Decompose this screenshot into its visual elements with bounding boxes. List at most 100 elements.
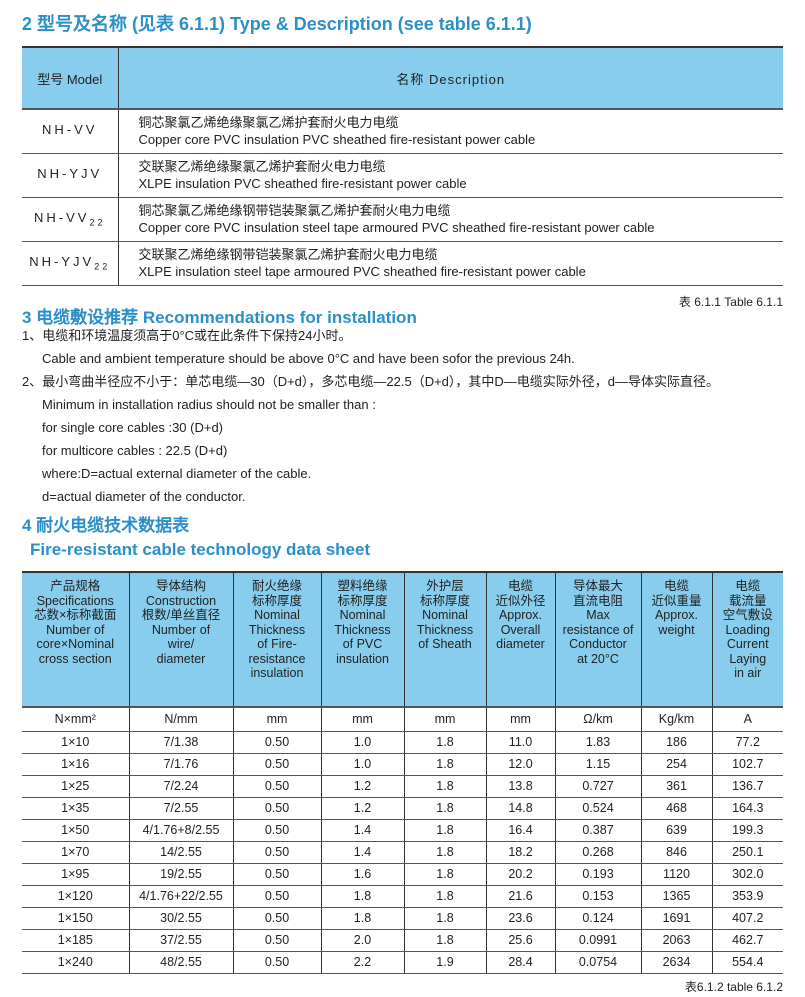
data-cell: 164.3 bbox=[712, 797, 783, 820]
data-cell: 199.3 bbox=[712, 819, 783, 842]
model-cell: NH-VV bbox=[22, 109, 119, 154]
description-en: Copper core PVC insulation PVC sheathed … bbox=[138, 132, 536, 148]
data-cell: 1.0 bbox=[321, 731, 405, 754]
data-cell: 0.193 bbox=[555, 863, 642, 886]
model-header: 型号 Model bbox=[22, 46, 119, 110]
data-cell: 1×16 bbox=[22, 753, 130, 776]
data-cell: 1×10 bbox=[22, 731, 130, 754]
table-row: 1×185 37/2.55 0.50 2.0 1.8 25.6 0.0991 2063 462.… bbox=[22, 929, 783, 952]
data-cell: 639 bbox=[641, 819, 713, 842]
rec-line: for single core cables :30 (D+d) bbox=[42, 420, 224, 435]
model-subscript: 22 bbox=[89, 217, 106, 228]
table-row: 1×240 48/2.55 0.50 2.2 1.9 28.4 0.0754 2634 554.… bbox=[22, 951, 783, 974]
data-cell: 1.83 bbox=[555, 731, 642, 754]
data-cell: 1.0 bbox=[321, 753, 405, 776]
data-cell: 407.2 bbox=[712, 907, 783, 930]
description-cn: 交联聚乙烯绝缘聚氯乙烯护套耐火电力电缆 bbox=[138, 159, 386, 174]
data-cell: 1.2 bbox=[321, 797, 405, 820]
data-cell: 1120 bbox=[641, 863, 713, 886]
data-cell: 30/2.55 bbox=[129, 907, 234, 930]
data-cell: 0.50 bbox=[233, 753, 322, 776]
data-cell: 1.8 bbox=[404, 841, 487, 864]
data-cell: 1.4 bbox=[321, 819, 405, 842]
data-cell: 1691 bbox=[641, 907, 713, 930]
rec-line: for multicore cables : 22.5 (D+d) bbox=[42, 443, 228, 458]
rec-line: 1、电缆和环境温度须高于0°C或在此条件下保持24小时。 bbox=[22, 328, 352, 343]
data-cell: 136.7 bbox=[712, 775, 783, 798]
type-row: NH-VV 铜芯聚氯乙烯绝缘聚氯乙烯护套耐火电力电缆 Copper core PV… bbox=[22, 109, 783, 154]
data-cell: 0.268 bbox=[555, 841, 642, 864]
data-cell: 1.8 bbox=[404, 819, 487, 842]
technology-data-table: 产品规格 Specifications 芯数×标称截面 Number of co… bbox=[22, 571, 783, 974]
data-cell: 7/2.55 bbox=[129, 797, 234, 820]
data-cell: 0.50 bbox=[233, 907, 322, 930]
table-row: 1×70 14/2.55 0.50 1.4 1.8 18.2 0.268 846 250.1 bbox=[22, 841, 783, 864]
data-cell: 1.8 bbox=[404, 907, 487, 930]
model-code: NH-VV bbox=[42, 122, 98, 138]
table-row: 1×10 7/1.38 0.50 1.0 1.8 11.0 1.83 186 77.2 bbox=[22, 731, 783, 754]
description-cn: 铜芯聚氯乙烯绝缘聚氯乙烯护套耐火电力电缆 bbox=[138, 115, 399, 131]
data-cell: 25.6 bbox=[486, 929, 556, 952]
data-cell: 18.2 bbox=[486, 841, 556, 864]
data-cell: 0.50 bbox=[233, 819, 322, 842]
installation-text: 1、电缆和环境温度须高于0°C或在此条件下保持24小时。 Cable and a… bbox=[22, 324, 805, 508]
column-header: 导体最大 直流电阻 Max resistance of Conductor at… bbox=[555, 571, 642, 708]
rec-line: where:D=actual external diameter of the … bbox=[42, 466, 312, 481]
data-cell: 7/1.76 bbox=[129, 753, 234, 776]
rec-line: 2、最小弯曲半径应不小于：单芯电缆—30（D+d），多芯电缆—22.5（D+d）… bbox=[22, 374, 720, 389]
data-cell: 14.8 bbox=[486, 797, 556, 820]
data-cell: 2634 bbox=[641, 951, 713, 974]
unit-cell: A bbox=[712, 707, 783, 732]
model-cell: NH-YJV22 bbox=[22, 241, 119, 286]
data-cell: 1.6 bbox=[321, 863, 405, 886]
data-cell: 16.4 bbox=[486, 819, 556, 842]
column-header: 产品规格 Specifications 芯数×标称截面 Number of co… bbox=[22, 571, 130, 708]
data-cell: 20.2 bbox=[486, 863, 556, 886]
unit-cell: mm bbox=[486, 707, 556, 732]
data-cell: 1.8 bbox=[404, 885, 487, 908]
section-3-title: 3 电缆敷设推荐 Recommendations for installatio… bbox=[22, 308, 417, 327]
description-cn: 交联聚乙烯绝缘钢带铠装聚氯乙烯护套耐火电力电缆 bbox=[138, 247, 438, 262]
description-en: Copper core PVC insulation steel tape ar… bbox=[138, 220, 655, 235]
table-row: 1×25 7/2.24 0.50 1.2 1.8 13.8 0.727 361 136.7 bbox=[22, 775, 783, 798]
column-header: 塑料绝缘 标称厚度 Nominal Thickness of PVC insul… bbox=[321, 571, 405, 708]
rec-line: d=actual diameter of the conductor. bbox=[42, 489, 246, 504]
data-cell: 37/2.55 bbox=[129, 929, 234, 952]
data-cell: 2063 bbox=[641, 929, 713, 952]
column-header: 外护层 标称厚度 Nominal Thickness of Sheath bbox=[404, 571, 487, 708]
data-cell: 1.8 bbox=[404, 863, 487, 886]
data-cell: 0.524 bbox=[555, 797, 642, 820]
data-cell: 361 bbox=[641, 775, 713, 798]
data-cell: 1×25 bbox=[22, 775, 130, 798]
description-cn: 铜芯聚氯乙烯绝缘钢带铠装聚氯乙烯护套耐火电力电缆 bbox=[138, 203, 451, 218]
units-row: N×mm² N/mm mm mm mm mm Ω/km Kg/km A bbox=[22, 707, 783, 732]
data-cell: 77.2 bbox=[712, 731, 783, 754]
data-cell: 1.15 bbox=[555, 753, 642, 776]
data-cell: 846 bbox=[641, 841, 713, 864]
table-row: 1×16 7/1.76 0.50 1.0 1.8 12.0 1.15 254 102.7 bbox=[22, 753, 783, 776]
column-header: 电缆 近似重量 Approx. weight bbox=[641, 571, 713, 708]
data-cell: 7/1.38 bbox=[129, 731, 234, 754]
data-cell: 1.9 bbox=[404, 951, 487, 974]
data-cell: 0.124 bbox=[555, 907, 642, 930]
data-cell: 0.50 bbox=[233, 731, 322, 754]
data-cell: 0.50 bbox=[233, 797, 322, 820]
type-row: NH-VV22 铜芯聚氯乙烯绝缘钢带铠装聚氯乙烯护套耐火电力电缆 Copper c… bbox=[22, 197, 783, 242]
data-cell: 21.6 bbox=[486, 885, 556, 908]
unit-cell: Ω/km bbox=[555, 707, 642, 732]
data-cell: 1×70 bbox=[22, 841, 130, 864]
data-cell: 254 bbox=[641, 753, 713, 776]
column-header: 耐火绝缘 标称厚度 Nominal Thickness of Fire- res… bbox=[233, 571, 322, 708]
data-cell: 14/2.55 bbox=[129, 841, 234, 864]
description-cell: 交联聚乙烯绝缘聚氯乙烯护套耐火电力电缆 XLPE insulation PVC s… bbox=[118, 153, 783, 198]
data-cell: 1×35 bbox=[22, 797, 130, 820]
data-cell: 0.50 bbox=[233, 929, 322, 952]
data-cell: 1.8 bbox=[404, 775, 487, 798]
data-cell: 1×120 bbox=[22, 885, 130, 908]
data-cell: 1×95 bbox=[22, 863, 130, 886]
section-2-title: 2 型号及名称 (见表 6.1.1) Type & Description (s… bbox=[22, 14, 532, 34]
table-row: 1×95 19/2.55 0.50 1.6 1.8 20.2 0.193 1120 302.0 bbox=[22, 863, 783, 886]
unit-cell: mm bbox=[233, 707, 322, 732]
data-cell: 0.0991 bbox=[555, 929, 642, 952]
data-cell: 102.7 bbox=[712, 753, 783, 776]
